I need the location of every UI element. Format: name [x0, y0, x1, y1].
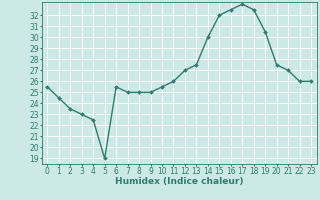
X-axis label: Humidex (Indice chaleur): Humidex (Indice chaleur) [115, 177, 244, 186]
